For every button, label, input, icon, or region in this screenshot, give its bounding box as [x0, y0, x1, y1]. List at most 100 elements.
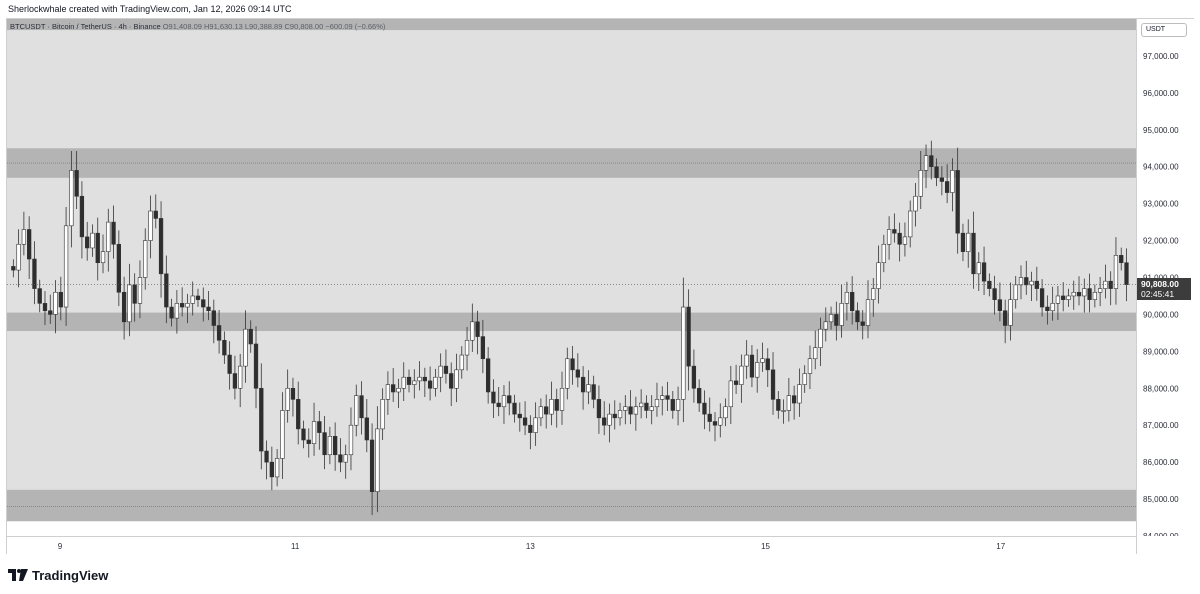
- candle-body: [338, 454, 343, 463]
- candle-body: [1092, 291, 1097, 300]
- symbol-label: BTCUSDT · Bitcoin / TetherUS · 4h · Bina…: [10, 22, 161, 31]
- candle-body: [791, 395, 797, 404]
- candle-body: [496, 402, 501, 408]
- candle-body: [834, 314, 839, 326]
- candle-body: [90, 232, 95, 249]
- time-tick-label: 13: [526, 542, 535, 551]
- candle-body: [53, 291, 58, 315]
- candle-body: [918, 170, 923, 197]
- candle-body: [422, 376, 427, 382]
- candle-body: [776, 399, 781, 411]
- candle-body: [549, 399, 554, 415]
- candle-body: [327, 435, 333, 456]
- candle-body: [760, 358, 765, 363]
- candle-body: [58, 291, 63, 308]
- candle-body: [501, 395, 507, 408]
- candle-body: [638, 402, 644, 408]
- symbol-legend[interactable]: BTCUSDT · Bitcoin / TetherUS · 4h · Bina…: [10, 22, 385, 31]
- candle-body: [733, 380, 739, 385]
- candle-body: [143, 240, 148, 278]
- candle-body: [855, 310, 860, 323]
- candle-body: [507, 395, 512, 404]
- candle-body: [660, 395, 665, 400]
- candle-body: [485, 358, 491, 393]
- candle-body: [406, 376, 412, 385]
- candle-body: [380, 399, 385, 430]
- candle-body: [364, 417, 369, 441]
- candle-body: [749, 354, 755, 378]
- currency-button[interactable]: USDT: [1141, 23, 1187, 37]
- tradingview-brand[interactable]: TradingView: [8, 566, 108, 584]
- price-tick-label: 87,000.00: [1143, 421, 1179, 430]
- candle-body: [602, 417, 607, 426]
- candle-body: [333, 435, 338, 456]
- candle-body: [438, 365, 443, 378]
- candle-body: [185, 303, 190, 308]
- candle-body: [971, 232, 976, 275]
- candle-body: [427, 380, 433, 389]
- candle-body: [786, 395, 792, 411]
- candle-body: [127, 284, 132, 323]
- price-tick-label: 97,000.00: [1143, 52, 1179, 61]
- candle-body: [902, 236, 908, 245]
- candle-body: [617, 410, 623, 419]
- range-shading: [7, 19, 1136, 522]
- candle-body: [1039, 288, 1045, 308]
- candle-body: [665, 395, 670, 400]
- candle-body: [781, 410, 786, 412]
- candle-body: [401, 376, 406, 389]
- candle-body: [1013, 284, 1018, 300]
- candle-body: [137, 277, 143, 304]
- time-axis[interactable]: 9111315171921232527292026357911131517: [7, 536, 1136, 554]
- price-axis[interactable]: USDT 84,000.00 85,000.00 86,000.00 87,000.0…: [1136, 19, 1194, 554]
- candle-body: [923, 155, 929, 171]
- price-chart[interactable]: [7, 19, 1136, 536]
- candle-body: [981, 262, 987, 282]
- candle-body: [180, 303, 185, 308]
- candle-body: [121, 291, 127, 323]
- time-axis-labels: 9111315171921232527292026357911131517: [58, 542, 1006, 551]
- candle-body: [464, 339, 470, 356]
- tradingview-logo-icon: [8, 569, 28, 581]
- candle-body: [475, 321, 480, 337]
- candle-body: [1003, 310, 1008, 326]
- candle-body: [860, 321, 865, 326]
- candle-body: [27, 229, 32, 260]
- price-tick-label: 96,000.00: [1143, 89, 1179, 98]
- candle-body: [264, 450, 269, 463]
- candle-body: [649, 406, 654, 411]
- candle-body: [317, 421, 322, 433]
- candle-body: [16, 243, 21, 271]
- price-tick-label: 93,000.00: [1143, 200, 1179, 209]
- candle-body: [269, 461, 274, 478]
- candle-body: [944, 181, 950, 193]
- candle-body: [11, 266, 16, 271]
- candle-body: [348, 424, 354, 456]
- candle-body: [343, 454, 348, 463]
- price-tick-label: 89,000.00: [1143, 347, 1179, 356]
- price-tick-label: 84,000.00: [1143, 532, 1179, 536]
- candle-body: [396, 387, 401, 393]
- candle-body: [169, 306, 174, 319]
- candle-body: [633, 406, 639, 415]
- candle-body: [522, 417, 528, 426]
- candle-body: [153, 210, 158, 219]
- candle-body: [296, 399, 301, 430]
- candle-body: [216, 325, 222, 341]
- candle-body: [839, 303, 844, 326]
- candle-body: [528, 424, 533, 433]
- candle-body: [533, 417, 538, 433]
- candle-body: [718, 417, 723, 426]
- candle-body: [190, 295, 195, 304]
- ohlc-values: O91,408.09 H91,630.13 L90,388.89 C90,808…: [162, 22, 386, 31]
- price-tick-label: 90,000.00: [1143, 310, 1179, 319]
- candle-body: [1018, 277, 1024, 286]
- candle-body: [1071, 291, 1076, 297]
- chart-container[interactable]: BTCUSDT · Bitcoin / TetherUS · 4h · Bina…: [6, 18, 1194, 554]
- candle-body: [813, 347, 818, 360]
- candle-body: [227, 354, 232, 374]
- candle-body: [744, 354, 749, 367]
- candle-body: [174, 303, 180, 319]
- candle-body: [1076, 291, 1082, 297]
- candle-body: [623, 406, 628, 411]
